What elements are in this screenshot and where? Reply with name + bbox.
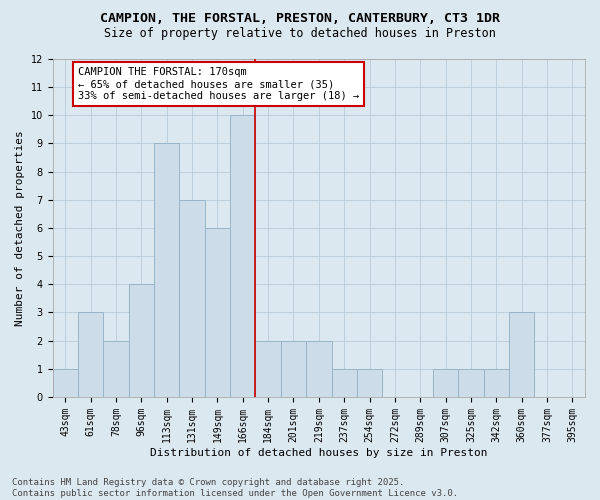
Text: CAMPION, THE FORSTAL, PRESTON, CANTERBURY, CT3 1DR: CAMPION, THE FORSTAL, PRESTON, CANTERBUR…: [100, 12, 500, 26]
Bar: [103, 340, 129, 397]
Bar: [179, 200, 205, 397]
Bar: [230, 116, 256, 397]
Bar: [256, 340, 281, 397]
Bar: [433, 369, 458, 397]
Bar: [281, 340, 306, 397]
Text: Size of property relative to detached houses in Preston: Size of property relative to detached ho…: [104, 28, 496, 40]
Y-axis label: Number of detached properties: Number of detached properties: [15, 130, 25, 326]
Bar: [357, 369, 382, 397]
Bar: [484, 369, 509, 397]
Bar: [509, 312, 535, 397]
Text: Contains HM Land Registry data © Crown copyright and database right 2025.
Contai: Contains HM Land Registry data © Crown c…: [12, 478, 458, 498]
Bar: [205, 228, 230, 397]
Bar: [458, 369, 484, 397]
Bar: [332, 369, 357, 397]
X-axis label: Distribution of detached houses by size in Preston: Distribution of detached houses by size …: [150, 448, 488, 458]
Bar: [306, 340, 332, 397]
Text: CAMPION THE FORSTAL: 170sqm
← 65% of detached houses are smaller (35)
33% of sem: CAMPION THE FORSTAL: 170sqm ← 65% of det…: [78, 68, 359, 100]
Bar: [78, 312, 103, 397]
Bar: [154, 144, 179, 397]
Bar: [53, 369, 78, 397]
Bar: [129, 284, 154, 397]
